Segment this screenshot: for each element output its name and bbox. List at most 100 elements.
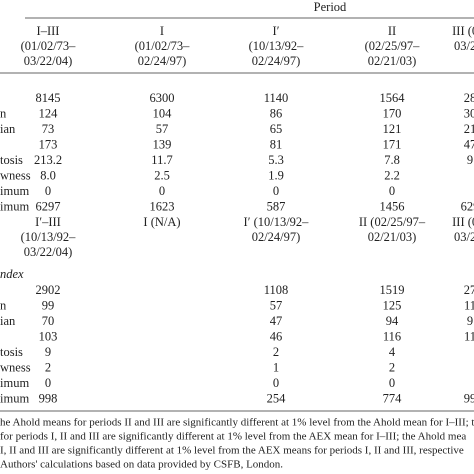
footnote: I, II and III are significantly differen… — [0, 445, 464, 457]
cell: 2.2 — [384, 168, 400, 182]
cell: 0 — [389, 376, 395, 390]
column-header: (10/13/92– — [21, 230, 77, 244]
column-header: 03/22/ — [454, 230, 474, 244]
row-label: imum — [0, 199, 29, 213]
cell: 5.3 — [268, 153, 284, 167]
row-label: imum — [0, 184, 29, 198]
cell: 139 — [153, 137, 172, 151]
cell: 170 — [383, 106, 402, 120]
column-header: 02/24/97) — [252, 230, 301, 244]
column-header: 02/24/97) — [138, 54, 187, 68]
cell: 1108 — [264, 283, 289, 297]
cell: 81 — [270, 137, 283, 151]
cell: 11 — [464, 329, 474, 343]
cell: 171 — [383, 137, 402, 151]
column-header: II (02/25/97– — [359, 215, 426, 229]
cell: 0 — [45, 376, 51, 390]
column-header: I — [160, 24, 164, 38]
row-label: n — [0, 298, 7, 312]
cell: 2 — [45, 360, 51, 374]
cell: 70 — [42, 314, 55, 328]
cell: 57 — [270, 298, 283, 312]
cell: 254 — [267, 391, 287, 405]
cell: 103 — [39, 329, 58, 343]
cell: 0 — [45, 184, 51, 198]
cell: 116 — [383, 329, 401, 343]
cell: 1564 — [380, 91, 406, 105]
footnote: for periods I, II and III are significan… — [0, 431, 466, 443]
spanner: Period — [314, 0, 347, 14]
column-header: III (02/ — [452, 215, 474, 229]
cell: 1.9 — [268, 168, 284, 182]
row-label: ian — [0, 314, 16, 328]
cell: 86 — [270, 106, 283, 120]
column-header: 02/21/03) — [368, 54, 417, 68]
cell: 124 — [39, 106, 59, 120]
column-header: I′ (10/13/92– — [244, 215, 310, 229]
row-label: n — [0, 106, 7, 120]
column-header: (01/02/73– — [21, 39, 77, 53]
row-label: wness — [0, 168, 31, 182]
column-header: I–III — [37, 24, 60, 38]
row-label: tosis — [0, 345, 23, 359]
column-header: 03/22/04) — [24, 54, 73, 68]
column-header: (01/02/73– — [135, 39, 191, 53]
cell: 99 — [42, 298, 55, 312]
cell: 213.2 — [34, 153, 62, 167]
cell: 6297 — [36, 199, 61, 213]
column-header: 02/21/03) — [368, 230, 417, 244]
column-header: II — [388, 24, 396, 38]
column-header: I′–III — [35, 215, 61, 229]
footnote: Authors' calculations based on data prov… — [0, 459, 283, 471]
cell: 27 — [464, 283, 474, 297]
column-header: 03/22/04) — [24, 245, 73, 259]
cell: 2 — [389, 360, 395, 374]
cell: 7.8 — [384, 153, 400, 167]
cell: 9 — [467, 314, 473, 328]
footnote: he Ahold means for periods II and III ar… — [0, 417, 474, 429]
column-header: (02/25/97– — [365, 39, 421, 53]
section-label: ndex — [0, 267, 24, 281]
cell: 1 — [273, 360, 279, 374]
cell: 104 — [153, 106, 173, 120]
cell: 173 — [39, 137, 58, 151]
cell: 21 — [464, 122, 474, 136]
cell: 57 — [156, 122, 169, 136]
row-label: imum — [0, 376, 29, 390]
cell: 2902 — [36, 283, 61, 297]
column-header: 02/24/97) — [252, 54, 301, 68]
cell: 1456 — [380, 199, 405, 213]
cell: 0 — [273, 376, 279, 390]
cell: 11.7 — [151, 153, 172, 167]
cell: 998 — [39, 391, 58, 405]
row-label: imum — [0, 391, 29, 405]
cell: 47 — [464, 137, 474, 151]
cell: 1140 — [264, 91, 289, 105]
cell: 1623 — [150, 199, 175, 213]
cell: 73 — [42, 122, 55, 136]
cell: 99 — [464, 391, 474, 405]
cell: 9 — [467, 153, 473, 167]
cell: 65 — [270, 122, 283, 136]
row-label: tosis — [0, 153, 23, 167]
cell: 30 — [464, 106, 474, 120]
cell: 8145 — [36, 91, 61, 105]
column-header: III (02/ — [452, 24, 474, 38]
cell: 46 — [270, 329, 283, 343]
cell: 94 — [386, 314, 399, 328]
row-label: wness — [0, 360, 31, 374]
cell: 6300 — [150, 91, 175, 105]
column-header: I (N/A) — [143, 215, 180, 229]
column-header: I′ — [273, 24, 280, 38]
cell: 4 — [389, 345, 396, 359]
cell: 121 — [383, 122, 402, 136]
cell: 2.5 — [154, 168, 170, 182]
cell: 587 — [267, 199, 286, 213]
cell: 0 — [389, 184, 395, 198]
cell: 9 — [45, 345, 51, 359]
cell: 774 — [383, 391, 403, 405]
row-label: ian — [0, 122, 16, 136]
cell: 125 — [383, 298, 402, 312]
